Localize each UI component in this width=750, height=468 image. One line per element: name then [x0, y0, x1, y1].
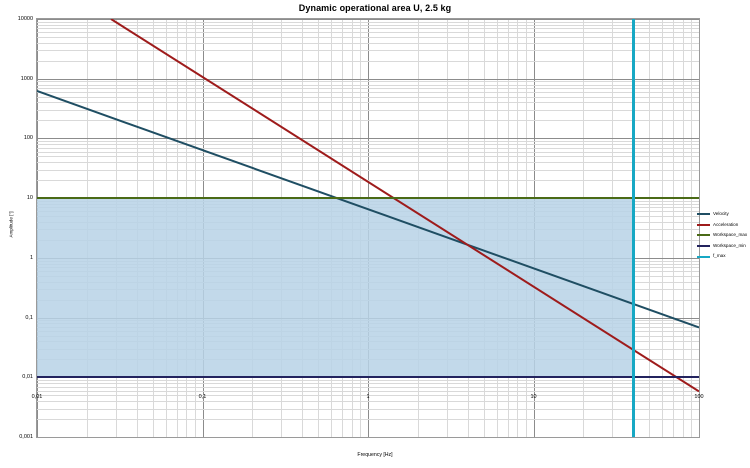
legend-item: Acceleration: [697, 221, 750, 228]
y-gridline: [37, 21, 699, 23]
y-tick-label: 1000: [20, 75, 33, 82]
x-gridline: [662, 19, 664, 437]
chart-legend: Velocity Acceleration Workspace_max Workspa…: [697, 211, 750, 259]
y-gridline: [37, 419, 699, 421]
x-tick-label: 0,01: [31, 394, 43, 400]
legend-swatch-icon: [697, 245, 710, 248]
y-gridline: [37, 147, 699, 149]
y-gridline: [37, 151, 699, 153]
y-tick-label: 100: [23, 135, 33, 142]
y-gridline: [37, 162, 699, 164]
y-tick-label: 10: [26, 195, 33, 202]
y-gridline: [37, 60, 699, 62]
y-axis-tick-labels: 0,001 0,01 0,1 1 10 100 1000 10000: [0, 16, 33, 440]
x-gridline: [649, 19, 651, 437]
y-gridline: [37, 91, 699, 93]
series-line-f_max: [631, 19, 635, 437]
y-gridline: [37, 109, 699, 111]
y-tick-label: 0,001: [19, 434, 33, 440]
legend-item: Velocity: [697, 211, 750, 217]
legend-item-label: Acceleration: [713, 221, 739, 227]
x-tick-label: 10: [530, 394, 537, 400]
legend-swatch-icon: [697, 234, 710, 237]
y-gridline: [37, 84, 699, 86]
y-tick-label: 1: [29, 254, 33, 261]
y-gridline: [37, 32, 699, 34]
plot-inner: [37, 19, 699, 437]
y-gridline: [37, 138, 699, 140]
chart-title: Dynamic operational area U, 2.5 kg: [298, 3, 452, 13]
series-line-workspace_min: [37, 376, 699, 379]
y-tick-label: 0,01: [22, 374, 33, 381]
y-gridline: [37, 141, 699, 143]
y-gridline: [37, 28, 699, 30]
shaded-operational-area: [37, 198, 634, 378]
x-gridline: [673, 19, 675, 437]
y-gridline: [37, 42, 699, 44]
y-gridline: [37, 78, 699, 80]
legend-item-label: f_max: [713, 253, 726, 259]
x-axis-tick-labels: 0,01 0,1 1 10 100: [32, 394, 704, 404]
legend-item: Workspace_max: [697, 233, 750, 238]
x-gridline: [682, 19, 684, 437]
x-tick-label: 0,1: [198, 394, 207, 400]
legend-item-label: Workspace_min: [713, 242, 746, 248]
y-gridline: [37, 383, 699, 385]
legend-swatch-icon: [697, 223, 710, 226]
y-gridline: [37, 437, 699, 438]
x-gridline: [691, 19, 693, 437]
y-gridline: [37, 102, 699, 104]
y-tick-label: 0,1: [25, 314, 33, 321]
y-gridline: [37, 81, 699, 83]
series-line-workspace_max: [37, 197, 699, 200]
plot-area: [36, 18, 700, 438]
legend-item: f_max: [697, 254, 750, 259]
y-gridline: [37, 169, 699, 171]
y-gridline: [37, 87, 699, 89]
x-axis-title: Frequency [Hz]: [357, 452, 393, 458]
legend-swatch-icon: [697, 213, 710, 216]
y-gridline: [37, 144, 699, 146]
legend-item-label: Workspace_max: [713, 232, 748, 238]
y-gridline: [37, 120, 699, 122]
y-gridline: [37, 390, 699, 392]
legend-item: Workspace_min: [697, 242, 750, 249]
y-gridline: [37, 24, 699, 26]
y-gridline: [37, 36, 699, 38]
y-gridline: [37, 380, 699, 382]
y-gridline: [37, 401, 699, 403]
y-gridline: [37, 395, 699, 397]
y-gridline: [37, 408, 699, 410]
x-tick-label: 1: [366, 394, 370, 400]
x-tick-label: 100: [694, 394, 704, 400]
y-tick-label: 10000: [17, 16, 33, 22]
y-gridline: [37, 96, 699, 98]
y-gridline: [37, 156, 699, 158]
y-gridline: [37, 386, 699, 388]
legend-item-label: Velocity: [713, 211, 729, 216]
y-gridline: [37, 19, 699, 20]
y-gridline: [37, 50, 699, 52]
legend-swatch-icon: [697, 255, 710, 258]
